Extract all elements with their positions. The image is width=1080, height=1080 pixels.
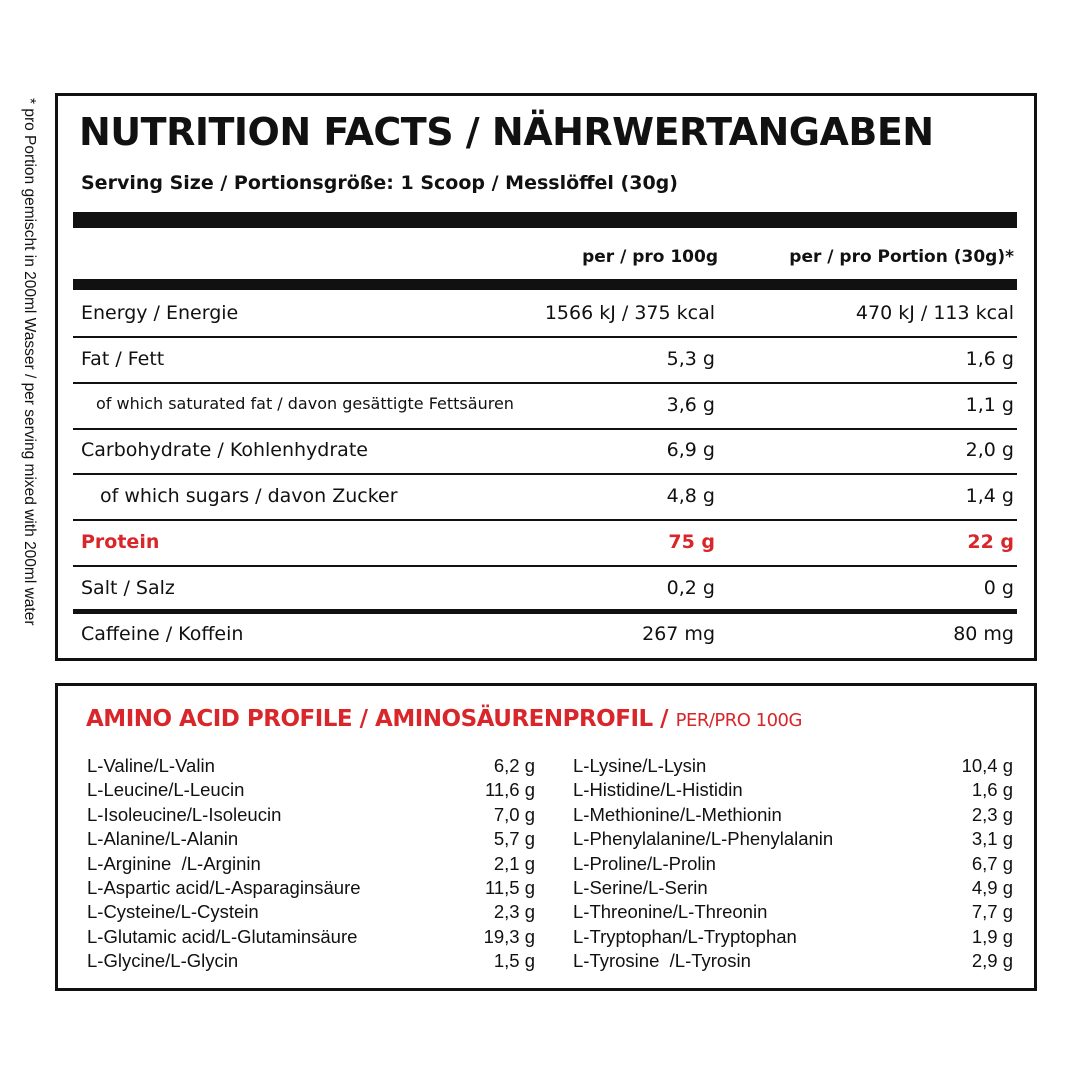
value-portion: 22 g [967, 531, 1014, 553]
row-label: Fat / Fett [81, 347, 165, 370]
amino-name: L-Histidine/L-Histidin [573, 779, 743, 801]
row-label: of which saturated fat / davon gesättigt… [96, 393, 514, 413]
amino-value: 2,1 g [493, 852, 535, 874]
value-portion: 470 kJ / 113 kcal [855, 302, 1014, 324]
column-header: per / pro Portion (30g)* [789, 247, 1014, 267]
amino-name: L-Tyrosine /L-Tyrosin [573, 950, 751, 972]
serving-size: Serving Size / Portionsgröße: 1 Scoop / … [81, 172, 678, 194]
amino-name: L-Tryptophan/L-Tryptophan [573, 925, 797, 947]
row-rule [73, 336, 1017, 338]
amino-value: 4,9 g [971, 877, 1013, 898]
row-label: Caffeine / Koffein [81, 622, 244, 645]
amino-name: L-Serine/L-Serin [573, 877, 708, 898]
value-100g: 267 mg [642, 622, 715, 645]
amino-name: L-Glutamic acid/L-Glutaminsäure [87, 925, 358, 947]
amino-value: 7,7 g [971, 901, 1013, 923]
amino-value: 11,5 g [484, 877, 535, 898]
value-portion: 1,4 g [965, 485, 1014, 508]
row-label: Carbohydrate / Kohlenhydrate [81, 439, 368, 462]
amino-value: 2,3 g [971, 803, 1013, 825]
amino-name: L-Leucine/L-Leucin [87, 779, 245, 801]
row-rule [73, 608, 1017, 614]
value-100g: 3,6 g [666, 393, 715, 416]
value-100g: 4,8 g [666, 485, 715, 508]
row-label: of which sugars / davon Zucker [100, 485, 398, 508]
row-rule [73, 381, 1017, 384]
amino-name: L-Proline/L-Prolin [573, 852, 716, 874]
amino-name: L-Valine/L-Valin [87, 755, 215, 776]
amino-value: 3,1 g [971, 828, 1013, 850]
nutrition-box [55, 93, 1037, 661]
amino-name: L-Threonine/L-Threonin [573, 901, 768, 923]
amino-box [55, 683, 1037, 991]
amino-value: 1,5 g [493, 950, 535, 972]
value-100g: 5,3 g [666, 347, 715, 370]
row-rule [73, 565, 1017, 567]
row-rule [73, 473, 1017, 476]
amino-value: 7,0 g [493, 803, 535, 825]
amino-value: 2,3 g [493, 901, 535, 923]
value-portion: 80 mg [953, 622, 1014, 645]
row-rule [73, 519, 1017, 522]
amino-name: L-Alanine/L-Alanin [87, 828, 239, 850]
value-portion: 1,6 g [965, 347, 1014, 370]
amino-value: 19,3 g [483, 925, 535, 947]
amino-name: L-Lysine/L-Lysin [573, 755, 707, 776]
row-rule [73, 427, 1017, 430]
row-label: Energy / Energie [81, 302, 239, 324]
amino-value: 2,9 g [971, 950, 1013, 972]
amino-value: 1,6 g [971, 779, 1013, 801]
side-note: * pro Portion gemischt in 200ml Wasser /… [21, 98, 38, 626]
amino-name: L-Cysteine/L-Cystein [87, 901, 259, 923]
amino-value: 1,9 g [971, 925, 1013, 947]
amino-name: L-Arginine /L-Arginin [87, 852, 261, 874]
amino-value: 11,6 g [484, 779, 535, 801]
value-100g: 1566 kJ / 375 kcal [544, 302, 715, 324]
amino-name: L-Glycine/L-Glycin [87, 950, 239, 972]
amino-value: 5,7 g [493, 828, 535, 850]
value-100g: 6,9 g [666, 439, 715, 462]
value-portion: 2,0 g [965, 439, 1014, 462]
amino-name: L-Isoleucine/L-Isoleucin [87, 803, 282, 825]
amino-value: 10,4 g [961, 755, 1013, 776]
row-label: Salt / Salz [81, 576, 175, 599]
nutrition-title: NUTRITION FACTS / NÄHRWERTANGABEN [79, 110, 934, 154]
value-portion: 1,1 g [965, 393, 1014, 416]
thick-rule [73, 279, 1017, 290]
amino-value: 6,2 g [493, 755, 535, 776]
amino-name: L-Phenylalanine/L-Phenylalanin [573, 828, 834, 850]
value-portion: 0 g [983, 576, 1014, 599]
amino-value: 6,7 g [971, 852, 1013, 874]
amino-name: L-Methionine/L-Methionin [573, 803, 782, 825]
amino-name: L-Aspartic acid/L-Asparaginsäure [87, 877, 361, 898]
amino-title-text: AMINO ACID PROFILE / AMINOSÄURENPROFIL / [86, 706, 669, 732]
amino-title: AMINO ACID PROFILE / AMINOSÄURENPROFIL /… [86, 706, 802, 732]
column-header: per / pro 100g [582, 247, 718, 267]
value-100g: 75 g [668, 531, 715, 553]
row-label: Protein [81, 531, 160, 553]
thick-rule [73, 212, 1017, 228]
value-100g: 0,2 g [666, 576, 715, 599]
amino-subtitle: PER/PRO 100G [675, 710, 803, 731]
